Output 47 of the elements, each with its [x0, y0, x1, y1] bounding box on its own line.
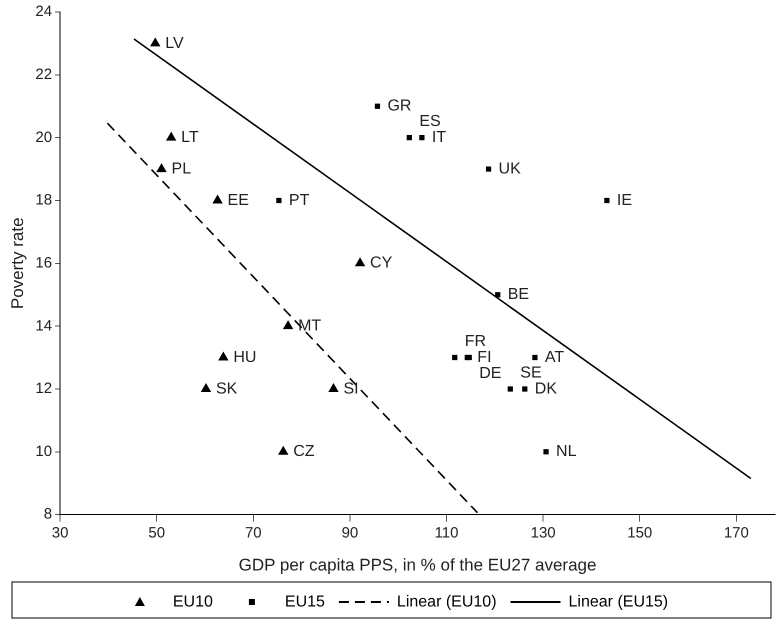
- x-tick-label: 170: [724, 524, 749, 542]
- x-tick-label: 90: [342, 524, 358, 542]
- x-tick-label: 70: [244, 524, 262, 542]
- legend-label: EU15: [284, 593, 326, 610]
- data-label: MT: [298, 318, 322, 335]
- data-label: GR: [387, 98, 412, 115]
- legend-label: Linear (EU10): [396, 593, 497, 610]
- data-label: SE: [520, 364, 542, 382]
- legend-label: Linear (EU15): [568, 593, 668, 610]
- x-tick-label: 110: [434, 524, 458, 542]
- data-label: BE: [508, 286, 530, 304]
- y-tick-label: 20: [35, 128, 52, 146]
- data-label: IT: [432, 129, 446, 146]
- x-tick-label: 130: [530, 524, 556, 542]
- data-label: NL: [556, 443, 577, 460]
- x-tick-label: 50: [148, 524, 166, 542]
- y-tick-label: 10: [35, 442, 52, 460]
- y-tick-label: 16: [35, 254, 52, 272]
- x-axis-title: GDP per capita PPS, in % of the EU27 average: [238, 555, 596, 574]
- data-label: IE: [616, 192, 632, 209]
- data-label: SI: [343, 380, 359, 398]
- data-label: CY: [370, 254, 393, 272]
- x-tick-label: 30: [52, 524, 68, 542]
- y-tick-label: 18: [35, 192, 52, 209]
- data-label: ES: [419, 113, 441, 130]
- data-label: DK: [534, 380, 558, 398]
- data-label: CZ: [293, 443, 315, 460]
- y-tick-label: 22: [35, 66, 52, 83]
- y-tick-label: 12: [35, 380, 52, 398]
- legend-label: EU10: [172, 593, 213, 610]
- data-label: DE: [479, 364, 502, 382]
- y-tick-label: 14: [35, 317, 52, 334]
- data-label: EE: [228, 192, 249, 209]
- y-axis-title: Poverty rate: [8, 217, 27, 310]
- data-label: PL: [172, 160, 192, 178]
- data-label: PT: [288, 192, 310, 209]
- data-label: HU: [233, 348, 256, 366]
- y-tick-label: 8: [44, 506, 52, 523]
- data-label: FR: [464, 332, 486, 350]
- data-label: LT: [181, 129, 199, 146]
- data-label: AT: [544, 348, 564, 366]
- data-label: SK: [216, 380, 238, 398]
- data-label: LV: [165, 34, 184, 52]
- x-tick-label: 150: [627, 524, 652, 542]
- data-label: FI: [477, 348, 492, 366]
- data-label: UK: [498, 160, 522, 178]
- y-tick-label: 24: [35, 3, 52, 20]
